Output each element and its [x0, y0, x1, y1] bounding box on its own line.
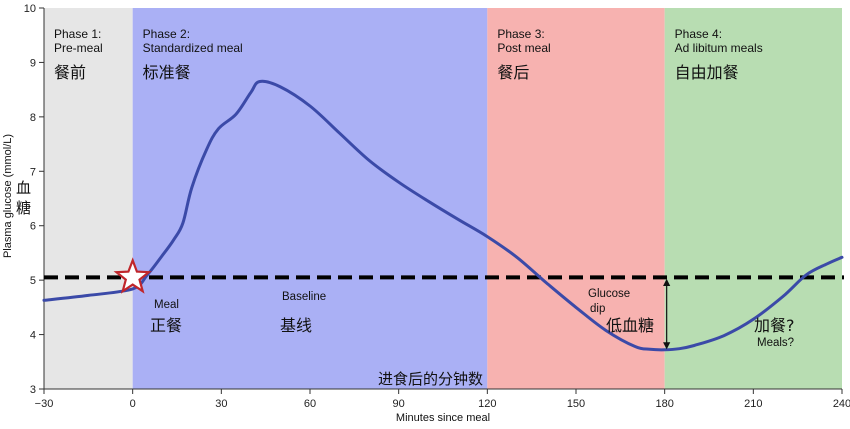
- x-tick-label: 60: [304, 398, 316, 410]
- glucose-curve: [42, 79, 844, 352]
- dip-label-en-2: dip: [590, 303, 605, 315]
- meal-star-icon: [113, 257, 152, 294]
- phase-4-title: Phase 4:: [675, 27, 722, 41]
- meals-label-zh: 加餐?: [754, 316, 795, 335]
- phase-band-4: [664, 8, 842, 389]
- phase-1-title: Phase 1:: [54, 27, 101, 41]
- x-tick-label: 180: [655, 398, 673, 410]
- dip-label-en-1: Glucose: [588, 288, 630, 300]
- phase-band-3: [487, 8, 665, 389]
- phase-labels: Phase 1:Pre-meal 餐前 Phase 2:Standardized m…: [54, 27, 763, 82]
- dip-label-zh: 低血糖: [606, 316, 654, 335]
- phase-1-subtitle: Pre-meal: [54, 41, 103, 55]
- y-ticks: 3 4 5 6 7 8 9 10: [24, 3, 44, 396]
- phase-band-1: [44, 8, 133, 389]
- y-tick-label: 7: [30, 166, 36, 178]
- y-tick-label: 4: [30, 330, 36, 342]
- phase-3-zh: 餐后: [497, 63, 529, 82]
- phase-4-subtitle: Ad libitum meals: [675, 41, 763, 55]
- baseline-label-en: Baseline: [282, 291, 326, 303]
- meal-label-en: Meal: [154, 299, 179, 311]
- phase-2-zh: 标准餐: [143, 63, 191, 82]
- x-tick-label: 210: [744, 398, 762, 410]
- x-tick-label: 120: [478, 398, 496, 410]
- phase-2-title: Phase 2:: [143, 27, 190, 41]
- y-tick-label: 6: [30, 221, 36, 233]
- phase-2-subtitle: Standardized meal: [143, 41, 243, 55]
- x-axis-title-zh: 进食后的分钟数: [378, 370, 483, 388]
- y-axis-title-zh-1: 血: [16, 179, 31, 197]
- phase-band-2: [132, 8, 488, 389]
- y-tick-label: 5: [30, 275, 36, 287]
- x-tick-label: 90: [393, 398, 405, 410]
- y-axis-title-zh-2: 糖: [16, 199, 31, 217]
- x-tick-label: 150: [567, 398, 585, 410]
- phase-3-subtitle: Post meal: [497, 41, 550, 55]
- meals-label-en: Meals?: [757, 337, 794, 349]
- x-tick-label: 0: [130, 398, 136, 410]
- x-tick-label: 30: [215, 398, 227, 410]
- y-tick-label: 8: [30, 112, 36, 124]
- phase-bands: [44, 8, 842, 389]
- phase-3-title: Phase 3:: [497, 27, 544, 41]
- x-ticks: −30 0 30 60 90 120 150 180 210 240: [35, 389, 850, 410]
- baseline-label-zh: 基线: [280, 316, 312, 335]
- phase-4-zh: 自由加餐: [675, 63, 739, 82]
- x-axis-title: Minutes since meal: [396, 412, 490, 424]
- x-tick-label: 240: [833, 398, 850, 410]
- y-tick-label: 3: [30, 384, 36, 396]
- x-tick-label: −30: [35, 398, 54, 410]
- y-tick-label: 10: [24, 3, 36, 15]
- y-axis-title: Plasma glucose (mmol/L): [2, 134, 14, 258]
- y-tick-label: 9: [30, 57, 36, 69]
- meal-label-zh: 正餐: [150, 316, 182, 335]
- phase-1-zh: 餐前: [54, 63, 86, 82]
